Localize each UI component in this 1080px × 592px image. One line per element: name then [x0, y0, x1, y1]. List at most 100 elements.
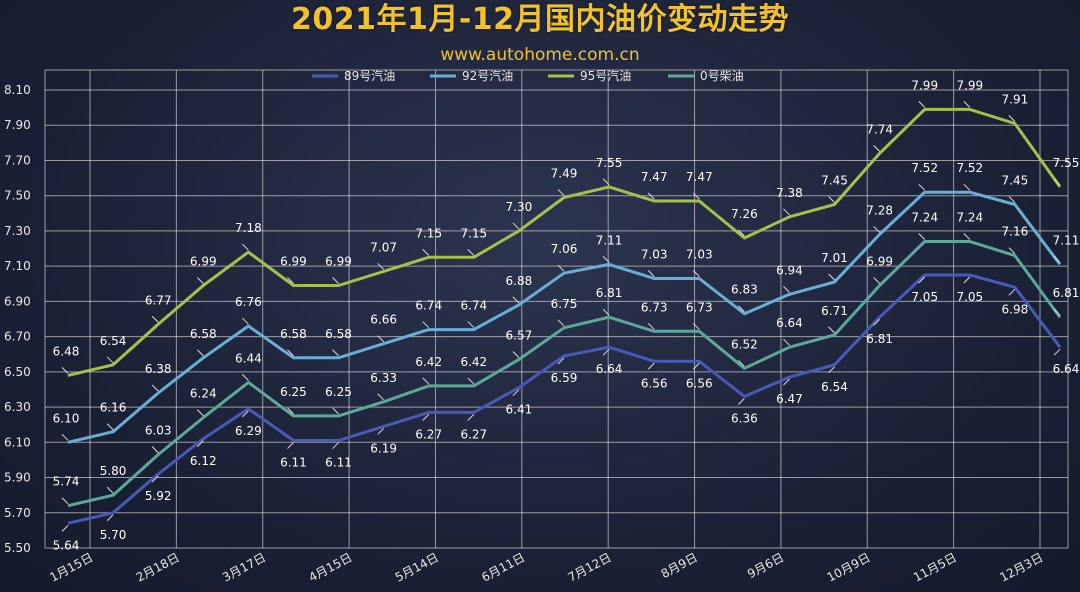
- data-label: 6.38: [145, 362, 172, 376]
- data-label: 7.24: [956, 210, 983, 224]
- label-leader: [512, 389, 520, 397]
- label-leader: [61, 524, 69, 532]
- label-leader: [106, 486, 114, 494]
- y-tick-label: 7.50: [4, 189, 31, 203]
- label-leader: [738, 305, 745, 313]
- data-label: 6.57: [506, 329, 533, 343]
- label-leader: [828, 326, 835, 334]
- data-label: 6.24: [190, 387, 217, 401]
- label-leader: [151, 384, 159, 392]
- x-tick-label: 2月18日: [134, 550, 182, 584]
- data-label: 7.99: [911, 78, 938, 92]
- data-label: 6.58: [190, 327, 217, 341]
- data-label: 7.49: [551, 166, 578, 180]
- data-label: 6.58: [325, 327, 352, 341]
- label-leader: [557, 189, 565, 196]
- data-label: 6.42: [460, 355, 487, 369]
- data-label: 7.91: [1002, 92, 1029, 106]
- data-label: 6.99: [325, 255, 352, 269]
- label-leader: [377, 263, 384, 270]
- data-label: 6.19: [370, 441, 397, 455]
- label-leader: [332, 349, 339, 357]
- legend-label: 0号柴油: [700, 69, 744, 83]
- label-leader: [151, 446, 159, 453]
- data-label: 6.10: [53, 411, 80, 425]
- data-label: 6.25: [280, 385, 307, 399]
- label-leader: [1053, 178, 1061, 186]
- data-label: 6.64: [776, 316, 803, 330]
- data-label: 6.11: [325, 456, 352, 470]
- label-leader: [377, 428, 384, 435]
- data-label: 6.94: [776, 263, 803, 277]
- data-label: 6.58: [280, 327, 307, 341]
- label-leader: [1008, 196, 1016, 203]
- data-label: 7.47: [686, 170, 713, 184]
- data-label: 6.48: [53, 344, 80, 358]
- x-tick-label: 6月11日: [479, 550, 527, 584]
- series-line: [67, 107, 1062, 377]
- data-label: 6.81: [866, 332, 893, 346]
- x-tick-label: 3月17日: [220, 550, 268, 584]
- label-leader: [422, 414, 430, 421]
- x-tick-label: 9月6日: [745, 550, 786, 581]
- legend: 89号汽油 92号汽油 95号汽油 0号柴油: [312, 68, 744, 83]
- label-leader: [422, 377, 430, 385]
- legend-label: 95号汽油: [580, 68, 631, 83]
- data-label: 6.66: [370, 313, 397, 327]
- data-label: 6.41: [506, 403, 533, 417]
- data-label: 6.54: [821, 380, 848, 394]
- label-leader: [602, 178, 610, 186]
- label-leader: [692, 192, 700, 200]
- label-leader: [828, 196, 835, 203]
- label-leader: [692, 270, 700, 277]
- data-label: 7.99: [956, 78, 983, 92]
- series-line: [67, 240, 1062, 508]
- label-leader: [422, 321, 430, 328]
- data-label: 6.33: [370, 371, 397, 385]
- label-leader: [467, 321, 475, 328]
- label-leader: [602, 308, 610, 316]
- label-leader: [151, 315, 159, 323]
- data-label: 6.42: [415, 355, 442, 369]
- data-label: 7.55: [1053, 156, 1080, 170]
- label-leader: [1008, 115, 1016, 122]
- label-leader: [918, 101, 926, 108]
- label-leader: [873, 145, 880, 152]
- data-label: 6.54: [100, 334, 127, 348]
- label-leader: [557, 264, 565, 272]
- data-label: 6.12: [190, 454, 217, 468]
- data-label: 6.11: [280, 456, 307, 470]
- label-leader: [512, 296, 520, 304]
- label-leader: [106, 514, 114, 522]
- y-tick-label: 7.90: [4, 118, 31, 132]
- x-tick-label: 5月14日: [393, 550, 441, 584]
- label-leader: [963, 101, 971, 108]
- label-leader: [783, 338, 790, 346]
- label-leader: [963, 276, 971, 284]
- y-tick-label: 5.70: [4, 506, 31, 520]
- data-label: 6.76: [235, 295, 262, 309]
- label-leader: [692, 362, 700, 370]
- y-tick-label: 5.90: [4, 471, 31, 485]
- label-leader: [287, 349, 294, 357]
- data-label: 6.16: [100, 401, 127, 415]
- x-tick-label: 11月5日: [911, 550, 959, 584]
- label-leader: [647, 192, 655, 200]
- label-leader: [873, 277, 880, 284]
- label-leader: [196, 349, 204, 357]
- label-leader: [647, 322, 655, 330]
- label-leader: [918, 183, 926, 191]
- data-label: 6.77: [145, 293, 172, 307]
- label-leader: [647, 270, 655, 277]
- data-label: 7.15: [460, 226, 487, 240]
- data-label: 7.38: [776, 186, 803, 200]
- data-label: 6.81: [596, 286, 623, 300]
- label-leader: [602, 348, 610, 356]
- label-leader: [106, 356, 114, 364]
- label-leader: [242, 317, 249, 325]
- label-leader: [106, 423, 114, 431]
- data-label: 7.52: [911, 161, 938, 175]
- data-label: 7.01: [821, 251, 848, 265]
- label-leader: [1008, 247, 1016, 254]
- data-label: 6.56: [686, 376, 713, 390]
